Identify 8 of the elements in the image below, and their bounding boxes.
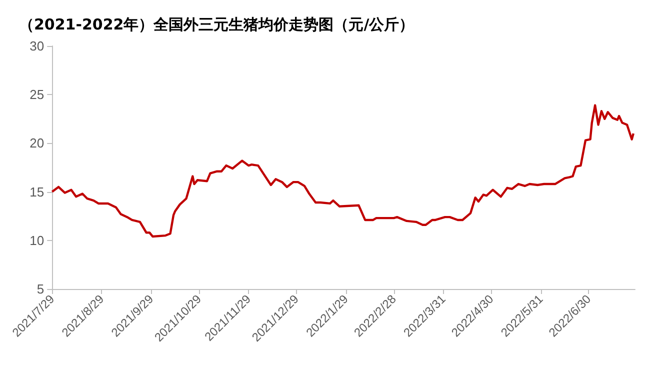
y-tick-label: 15 bbox=[30, 184, 44, 200]
y-tick-label: 10 bbox=[30, 232, 44, 248]
y-tick-label: 5 bbox=[36, 282, 44, 296]
y-tick-label: 20 bbox=[30, 136, 44, 151]
chart-title: （2021-2022年）全国外三元生猪均价走势图（元/公斤） bbox=[19, 16, 414, 34]
line-series bbox=[51, 104, 635, 238]
y-tick-label: 30 bbox=[30, 38, 44, 54]
y-tick-label: 25 bbox=[30, 87, 44, 102]
